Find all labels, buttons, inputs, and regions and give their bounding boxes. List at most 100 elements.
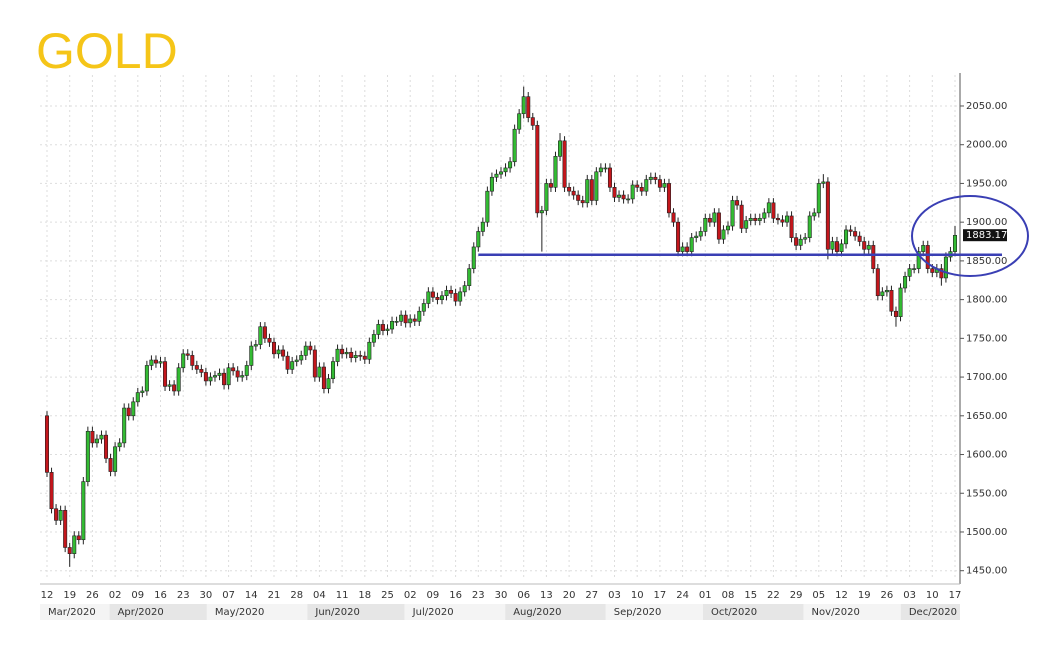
- candle-body: [598, 167, 603, 173]
- x-tick-label: 23: [177, 590, 190, 601]
- x-tick-label: 11: [336, 590, 349, 601]
- chart-title: GOLD: [36, 23, 178, 79]
- candle-body: [76, 535, 81, 541]
- x-tick-label: 26: [881, 590, 894, 601]
- candle-body: [217, 372, 222, 376]
- month-band: [505, 604, 606, 620]
- candle-body: [126, 407, 131, 417]
- candle-body: [512, 128, 517, 163]
- candle-body: [576, 194, 581, 201]
- candle-body: [85, 430, 90, 482]
- candle-body: [135, 392, 140, 403]
- candle-body: [816, 183, 821, 214]
- month-label: Nov/2020: [812, 607, 860, 618]
- candle-body: [480, 221, 485, 232]
- candle-body: [108, 458, 113, 472]
- candle-body: [676, 221, 681, 252]
- candle-body: [771, 202, 776, 219]
- candle-body: [780, 219, 785, 223]
- candle-body: [435, 296, 440, 300]
- candle-body: [521, 96, 526, 115]
- candle-body: [744, 220, 749, 229]
- candle-body: [694, 235, 699, 238]
- candle-body: [485, 190, 490, 223]
- candle-body: [267, 338, 272, 343]
- candle-body: [449, 290, 454, 294]
- candle-body: [67, 547, 72, 554]
- candle-body: [907, 268, 912, 277]
- candle-body: [276, 349, 281, 355]
- candle-body: [199, 369, 204, 373]
- candle-body: [939, 268, 944, 279]
- candle-body: [467, 268, 472, 286]
- x-tick-label: 02: [404, 590, 417, 601]
- candle-body: [399, 314, 404, 322]
- candle-body: [535, 125, 540, 214]
- candle-body: [775, 217, 780, 221]
- candle-body: [716, 212, 721, 240]
- candle-body: [153, 359, 158, 364]
- month-band: [703, 604, 804, 620]
- candle-body: [871, 245, 876, 269]
- y-tick-label: 1650.00: [966, 411, 1007, 422]
- candle-body: [689, 237, 694, 252]
- candle-body: [385, 328, 390, 331]
- candle-body: [271, 341, 277, 355]
- candle-body: [240, 375, 245, 378]
- x-tick-label: 20: [563, 590, 576, 601]
- candle-body: [839, 243, 844, 252]
- candle-body: [562, 140, 567, 188]
- candle-body: [517, 113, 522, 130]
- candle-body: [812, 212, 817, 217]
- candle-body: [830, 241, 835, 250]
- candle-body: [875, 268, 880, 297]
- x-tick-label: 10: [926, 590, 939, 601]
- candle-body: [390, 321, 395, 330]
- candle-body: [866, 245, 871, 250]
- candle-body: [844, 229, 849, 245]
- candle-body: [362, 355, 367, 360]
- y-tick-label: 1850.00: [966, 256, 1007, 267]
- candle-body: [607, 167, 612, 188]
- x-tick-label: 12: [41, 590, 54, 601]
- candle-body: [589, 179, 594, 201]
- last-price-label: 1883.17: [966, 230, 1007, 241]
- candle-body: [113, 446, 118, 472]
- candle-body: [317, 366, 322, 378]
- x-tick-label: 03: [608, 590, 621, 601]
- x-tick-label: 13: [540, 590, 553, 601]
- candle-body: [730, 200, 735, 227]
- month-label: Sep/2020: [614, 607, 662, 618]
- candle-body: [626, 198, 631, 201]
- y-tick-label: 2050.00: [966, 101, 1007, 112]
- x-tick-label: 30: [495, 590, 508, 601]
- candle-body: [439, 295, 444, 300]
- candle-body: [653, 176, 658, 180]
- candle-body: [666, 183, 671, 214]
- month-band: [803, 604, 901, 620]
- candle-body: [344, 351, 349, 355]
- candle-body: [167, 384, 172, 387]
- x-tick-label: 08: [722, 590, 735, 601]
- y-tick-label: 1700.00: [966, 372, 1007, 383]
- candle-body: [72, 535, 77, 554]
- candle-body: [585, 179, 590, 204]
- candle-body: [290, 361, 295, 370]
- last-price-box: [963, 229, 1007, 242]
- candle-body: [798, 238, 803, 246]
- candle-body: [698, 231, 703, 237]
- candle-body: [172, 384, 177, 392]
- candle-body: [158, 361, 163, 364]
- candle-body: [753, 217, 758, 221]
- candle-body: [453, 293, 458, 302]
- x-tick-label: 29: [790, 590, 803, 601]
- candle-body: [117, 442, 122, 448]
- y-tick-label: 1450.00: [966, 566, 1007, 577]
- y-tick-label: 2000.00: [966, 140, 1007, 151]
- candle-body: [203, 372, 208, 382]
- x-tick-label: 18: [358, 590, 371, 601]
- candle-body: [825, 181, 830, 250]
- candle-body: [880, 291, 885, 297]
- x-tick-label: 22: [767, 590, 780, 601]
- candle-body: [526, 96, 531, 118]
